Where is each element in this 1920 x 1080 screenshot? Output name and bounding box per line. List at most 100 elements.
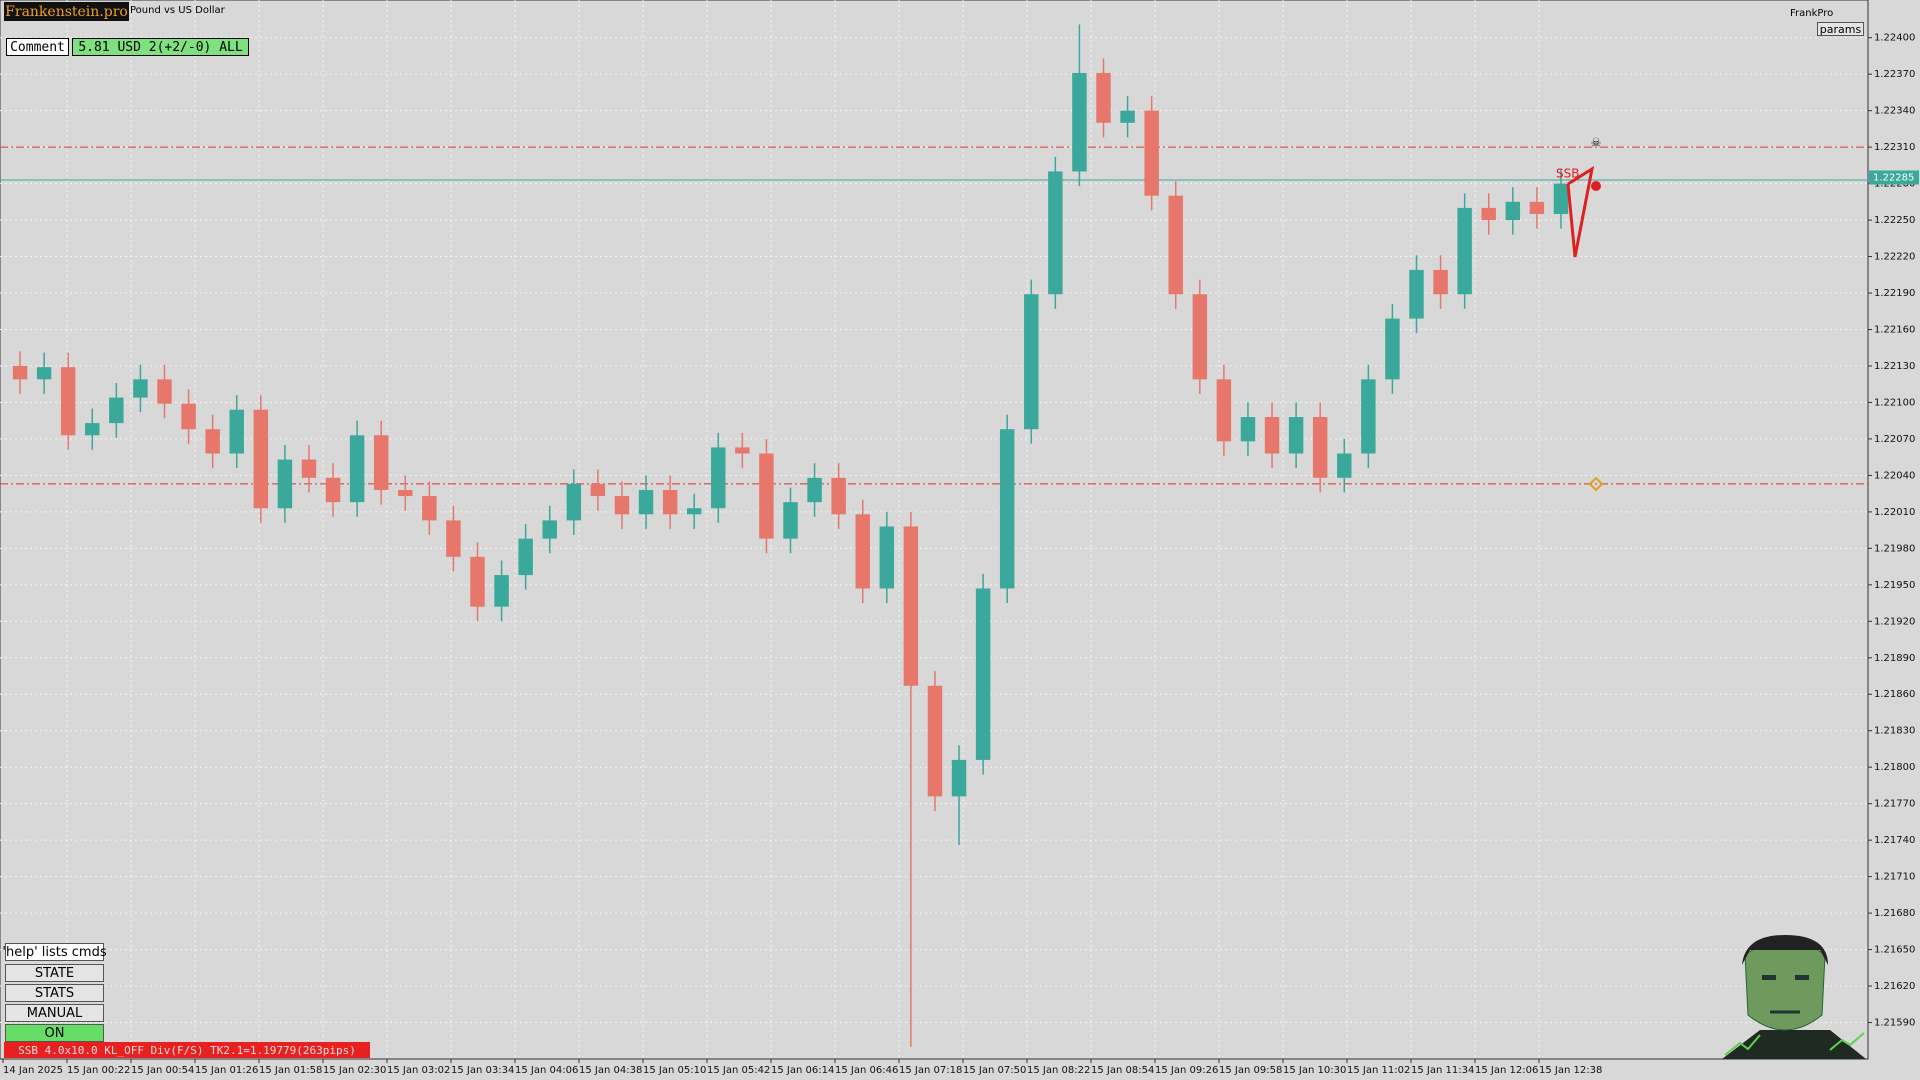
- x-tick-label: 15 Jan 03:02: [387, 1065, 450, 1076]
- x-tick-label: 15 Jan 02:30: [323, 1065, 386, 1076]
- candle-body: [109, 397, 124, 424]
- candle-body: [373, 435, 389, 490]
- x-tick-label: 15 Jan 10:30: [1283, 1065, 1346, 1076]
- candle-body: [566, 483, 582, 521]
- help-button[interactable]: 'help' lists cmds: [2, 943, 107, 961]
- x-tick-label: 15 Jan 12:06: [1475, 1065, 1538, 1076]
- y-tick-label: 1.21590: [1874, 1018, 1915, 1029]
- y-tick-label: 1.21650: [1874, 945, 1915, 956]
- candle-body: [831, 477, 846, 515]
- x-tick-label: 15 Jan 01:26: [195, 1065, 258, 1076]
- candle-body: [783, 502, 798, 539]
- candle-body: [422, 496, 437, 521]
- x-tick-label: 15 Jan 07:50: [963, 1065, 1026, 1076]
- comment-value: 5.81 USD 2(+2/-0) ALL: [72, 38, 249, 56]
- y-tick-label: 1.22370: [1874, 69, 1915, 80]
- y-tick-label: 1.22070: [1874, 434, 1915, 445]
- candle-body: [1048, 171, 1063, 295]
- x-tick-label: 15 Jan 08:22: [1027, 1065, 1090, 1076]
- candle-body: [470, 556, 485, 607]
- x-tick-label: 15 Jan 03:34: [451, 1065, 514, 1076]
- candle-body: [903, 526, 919, 686]
- ssb-label: SSB: [1556, 167, 1579, 181]
- x-tick-label: 15 Jan 04:38: [579, 1065, 642, 1076]
- y-tick-label: 1.21620: [1874, 981, 1915, 992]
- candle-body: [1409, 269, 1424, 319]
- candle-body: [686, 508, 702, 515]
- y-tick-label: 1.22250: [1874, 215, 1915, 226]
- candle-body: [277, 459, 293, 509]
- candle-body: [975, 588, 991, 760]
- y-tick-label: 1.22190: [1874, 288, 1915, 299]
- x-tick-label: 15 Jan 06:46: [835, 1065, 898, 1076]
- portrait: [1722, 935, 1866, 1059]
- candle-body: [1240, 417, 1256, 442]
- candle-body: [1096, 72, 1111, 123]
- candle-body: [518, 538, 533, 576]
- y-tick-label: 1.22220: [1874, 252, 1915, 263]
- y-tick-label: 1.21740: [1874, 835, 1915, 846]
- state-button[interactable]: STATE: [5, 964, 104, 982]
- y-tick-label: 1.21770: [1874, 799, 1915, 810]
- y-tick-label: 1.21830: [1874, 726, 1915, 737]
- candle-body: [1361, 379, 1376, 454]
- y-tick-label: 1.21890: [1874, 653, 1915, 664]
- logo: Frankenstein.pro: [4, 2, 129, 21]
- candle-body: [1168, 195, 1183, 295]
- candle-body: [614, 496, 630, 515]
- candle-body: [181, 403, 196, 430]
- y-tick-label: 1.22160: [1874, 324, 1915, 335]
- manual-button[interactable]: MANUAL: [5, 1004, 104, 1022]
- x-tick-label: 15 Jan 11:02: [1347, 1065, 1410, 1076]
- stats-button[interactable]: STATS: [5, 984, 104, 1002]
- ssb-triangle: [1566, 165, 1595, 258]
- candle-body: [1481, 207, 1496, 221]
- price-label: 1.22285: [1873, 173, 1914, 184]
- candle-body: [1457, 207, 1472, 295]
- x-tick-label: 15 Jan 00:54: [131, 1065, 194, 1076]
- candle-body: [1529, 201, 1545, 214]
- brand: FrankPro: [1790, 7, 1834, 19]
- y-tick-label: 1.22400: [1874, 33, 1915, 44]
- symbol-name: Pound vs US Dollar: [130, 4, 225, 16]
- on-button[interactable]: ON: [5, 1024, 104, 1042]
- candle-body: [301, 459, 317, 478]
- candle-body: [1072, 72, 1087, 172]
- candle-body: [542, 520, 557, 539]
- candle-body: [999, 429, 1015, 589]
- candle-body: [879, 526, 895, 589]
- x-tick-label: 15 Jan 09:58: [1219, 1065, 1282, 1076]
- skull-icon: ☠: [1591, 136, 1602, 150]
- x-tick-label: 15 Jan 12:38: [1539, 1065, 1602, 1076]
- candle-body: [1288, 417, 1304, 454]
- candle-body: [807, 477, 822, 503]
- candle-body: [157, 379, 172, 404]
- y-tick-label: 1.22100: [1874, 397, 1915, 408]
- marker: [1591, 181, 1601, 191]
- candle-body: [1192, 294, 1208, 380]
- candle-body: [494, 575, 509, 607]
- candle-body: [1337, 453, 1352, 478]
- x-tick-label: 15 Jan 06:14: [771, 1065, 834, 1076]
- plot: [0, 24, 1868, 1047]
- candle-body: [1312, 417, 1328, 478]
- x-tick-label: 14 Jan 2025: [3, 1065, 63, 1076]
- y-tick-label: 1.22010: [1874, 507, 1915, 518]
- y-tick-label: 1.21800: [1874, 762, 1915, 773]
- candle-body: [12, 365, 28, 380]
- candle-body: [759, 453, 774, 539]
- candle-body: [229, 409, 244, 454]
- y-tick-label: 1.21920: [1874, 616, 1915, 627]
- candle-body: [325, 477, 341, 503]
- candle-body: [662, 489, 678, 515]
- y-tick-label: 1.21950: [1874, 580, 1915, 591]
- params-button[interactable]: params: [1817, 22, 1864, 36]
- candle-body: [711, 447, 726, 509]
- x-tick-label: 15 Jan 05:42: [707, 1065, 770, 1076]
- candle-body: [1433, 269, 1448, 295]
- candle-body: [735, 447, 750, 454]
- candle-body: [398, 489, 413, 497]
- candle-body: [927, 685, 943, 797]
